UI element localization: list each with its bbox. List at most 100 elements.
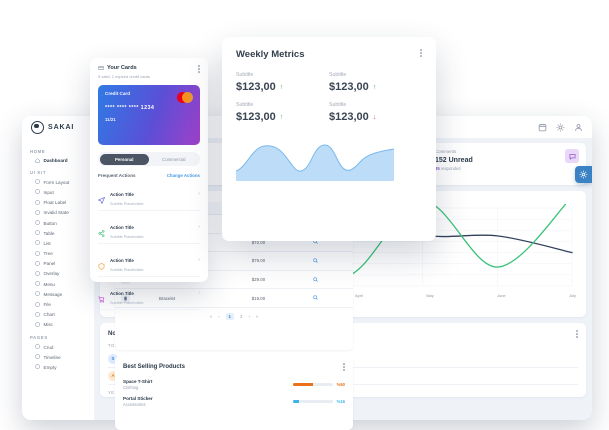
sidebar-item-overlay[interactable]: Overlay	[22, 269, 94, 279]
pager-‹[interactable]: ‹	[218, 313, 220, 319]
pager-›[interactable]: ›	[248, 313, 250, 319]
timeline-icon	[35, 354, 40, 360]
sidebar-item-input[interactable]: Input	[22, 187, 94, 197]
crud-icon	[35, 344, 40, 350]
cards-segment-control[interactable]: Personal Commercial	[98, 152, 200, 166]
cell-price: $29.00	[245, 270, 307, 290]
more-options-icon[interactable]	[576, 330, 578, 338]
sidebar-item-label: Menu	[43, 281, 56, 287]
mastercard-logo-icon	[177, 92, 193, 103]
settings-tab-button[interactable]	[575, 166, 592, 183]
file-icon	[35, 302, 40, 308]
frequent-action-item[interactable]: Action Title Subtitle Placeholder ›	[97, 178, 200, 211]
sidebar-item-label: Float Label	[43, 200, 67, 206]
search-icon[interactable]	[313, 239, 318, 245]
pager-«[interactable]: «	[209, 313, 213, 319]
table-pagination[interactable]: « ‹ 1 2 › »	[115, 308, 353, 320]
sidebar-item-button[interactable]: Button	[22, 218, 94, 228]
search-icon[interactable]	[313, 258, 318, 264]
sidebar-item-label: List	[43, 240, 51, 246]
float-label-icon	[35, 200, 40, 206]
metric-subtitle: Subtitle	[329, 72, 347, 78]
sidebar-item-message[interactable]: Message	[22, 289, 94, 299]
home-icon	[35, 158, 40, 163]
segment-commercial[interactable]: Commercial	[162, 156, 186, 162]
sidebar-item-file[interactable]: File	[22, 299, 94, 309]
gear-icon[interactable]	[556, 123, 565, 132]
list-icon	[35, 240, 40, 246]
sidebar-section-home: HOME Dashboard	[22, 149, 94, 165]
sidebar-item-label: Timeline	[43, 354, 61, 360]
pager-2[interactable]: 2	[240, 313, 243, 319]
stat-value: 152 Unread	[435, 157, 473, 164]
send-icon	[97, 191, 106, 204]
menu-icon	[35, 281, 40, 287]
metric-subtitle: Subtitle	[329, 102, 347, 108]
overlay-icon	[35, 271, 40, 277]
pager-»[interactable]: »	[255, 313, 259, 319]
more-options-icon[interactable]	[420, 49, 422, 57]
input-icon	[35, 189, 40, 195]
pager-1[interactable]: 1	[225, 312, 234, 320]
sidebar-item-misc[interactable]: Misc	[22, 320, 94, 330]
sidebar-item-panel[interactable]: Panel	[22, 259, 94, 269]
panel-icon	[35, 261, 40, 267]
segment-personal[interactable]: Personal	[99, 153, 149, 165]
sidebar-item-label: Empty	[43, 364, 57, 370]
sidebar-item-crud[interactable]: Crud	[22, 342, 94, 352]
button-icon	[35, 220, 40, 226]
credit-card-visual[interactable]: Credit Card **** **** **** 1234 11/21	[98, 85, 200, 145]
sidebar-item-label: Dashboard	[43, 158, 68, 164]
user-icon[interactable]	[574, 123, 583, 132]
action-subtitle: Subtitle Placeholder	[110, 267, 144, 272]
sidebar-item-menu[interactable]: Menu	[22, 279, 94, 289]
sidebar-item-table[interactable]: Table	[22, 228, 94, 238]
your-cards-panel: Your Cards 5 valid, 1 expired credit car…	[90, 58, 208, 310]
sidebar-item-form-layout[interactable]: Form Layout	[22, 177, 94, 187]
sidebar-item-invalid-state[interactable]: Invalid State	[22, 208, 94, 218]
sidebar-item-label: Panel	[43, 261, 56, 267]
product-name: Portal Sticker	[123, 395, 153, 401]
sidebar-item-empty[interactable]: Empty	[22, 362, 94, 372]
metric-value-row: $123,00 ↓	[329, 111, 422, 123]
shield-icon	[98, 257, 105, 270]
frequent-action-item[interactable]: Action Title Subtitle Placeholder ›	[98, 244, 200, 277]
sidebar: HOME Dashboard UI KIT Form Layout Input Fl…	[22, 138, 94, 420]
cell-price: $79.00	[245, 251, 307, 271]
more-options-icon[interactable]	[198, 65, 200, 73]
table-row[interactable]: Bracelet $15.00	[115, 288, 353, 308]
weekly-metrics-title: Weekly Metrics	[236, 49, 305, 60]
stat-card-comments: Comments 152 Unread 85 responded	[428, 143, 586, 185]
calendar-icon[interactable]	[538, 123, 547, 132]
sidebar-item-label: Overlay	[43, 271, 60, 277]
more-options-icon[interactable]	[343, 363, 345, 371]
sidebar-item-list[interactable]: List	[22, 238, 94, 248]
cell-view[interactable]	[307, 270, 353, 290]
metric-value-row: $123,00 ↑	[329, 81, 422, 93]
frequent-action-item[interactable]: Action Title Subtitle Placeholder ›	[98, 277, 200, 310]
cell-view[interactable]	[307, 251, 353, 271]
search-icon[interactable]	[313, 295, 318, 301]
sidebar-item-timeline[interactable]: Timeline	[22, 352, 94, 362]
sidebar-item-tree[interactable]: Tree	[22, 249, 94, 259]
sidebar-item-label: Table	[43, 230, 55, 236]
sidebar-item-chart[interactable]: Chart	[22, 310, 94, 320]
cell-view[interactable]	[307, 288, 353, 308]
stat-subnum: 85	[435, 166, 440, 171]
product-name: Space T-Shirt	[123, 378, 153, 384]
change-actions-link[interactable]: Change Actions	[166, 173, 200, 178]
screenshot-stage: SAKAI HO	[22, 37, 592, 420]
sidebar-item-dashboard[interactable]: Dashboard	[22, 156, 94, 165]
app-logo[interactable]: SAKAI	[31, 120, 74, 134]
weekly-metrics-panel: Weekly Metrics Subtitle $123,00 ↑ Subtitle $…	[222, 37, 436, 241]
arrow-up-icon: ↑	[279, 113, 284, 121]
x-tick-label: July	[568, 293, 576, 298]
search-icon[interactable]	[313, 276, 318, 283]
sidebar-item-float-label[interactable]: Float Label	[22, 198, 94, 208]
sidebar-item-label: Input	[43, 189, 54, 195]
frequent-action-item[interactable]: Action Title Subtitle Placeholder ›	[98, 211, 200, 244]
action-subtitle: Subtitle Placeholder	[110, 300, 144, 305]
cell-name: Bracelet	[153, 288, 246, 308]
metric-value-row: $123,00 ↑	[236, 111, 329, 123]
action-title: Action Title	[110, 224, 134, 230]
